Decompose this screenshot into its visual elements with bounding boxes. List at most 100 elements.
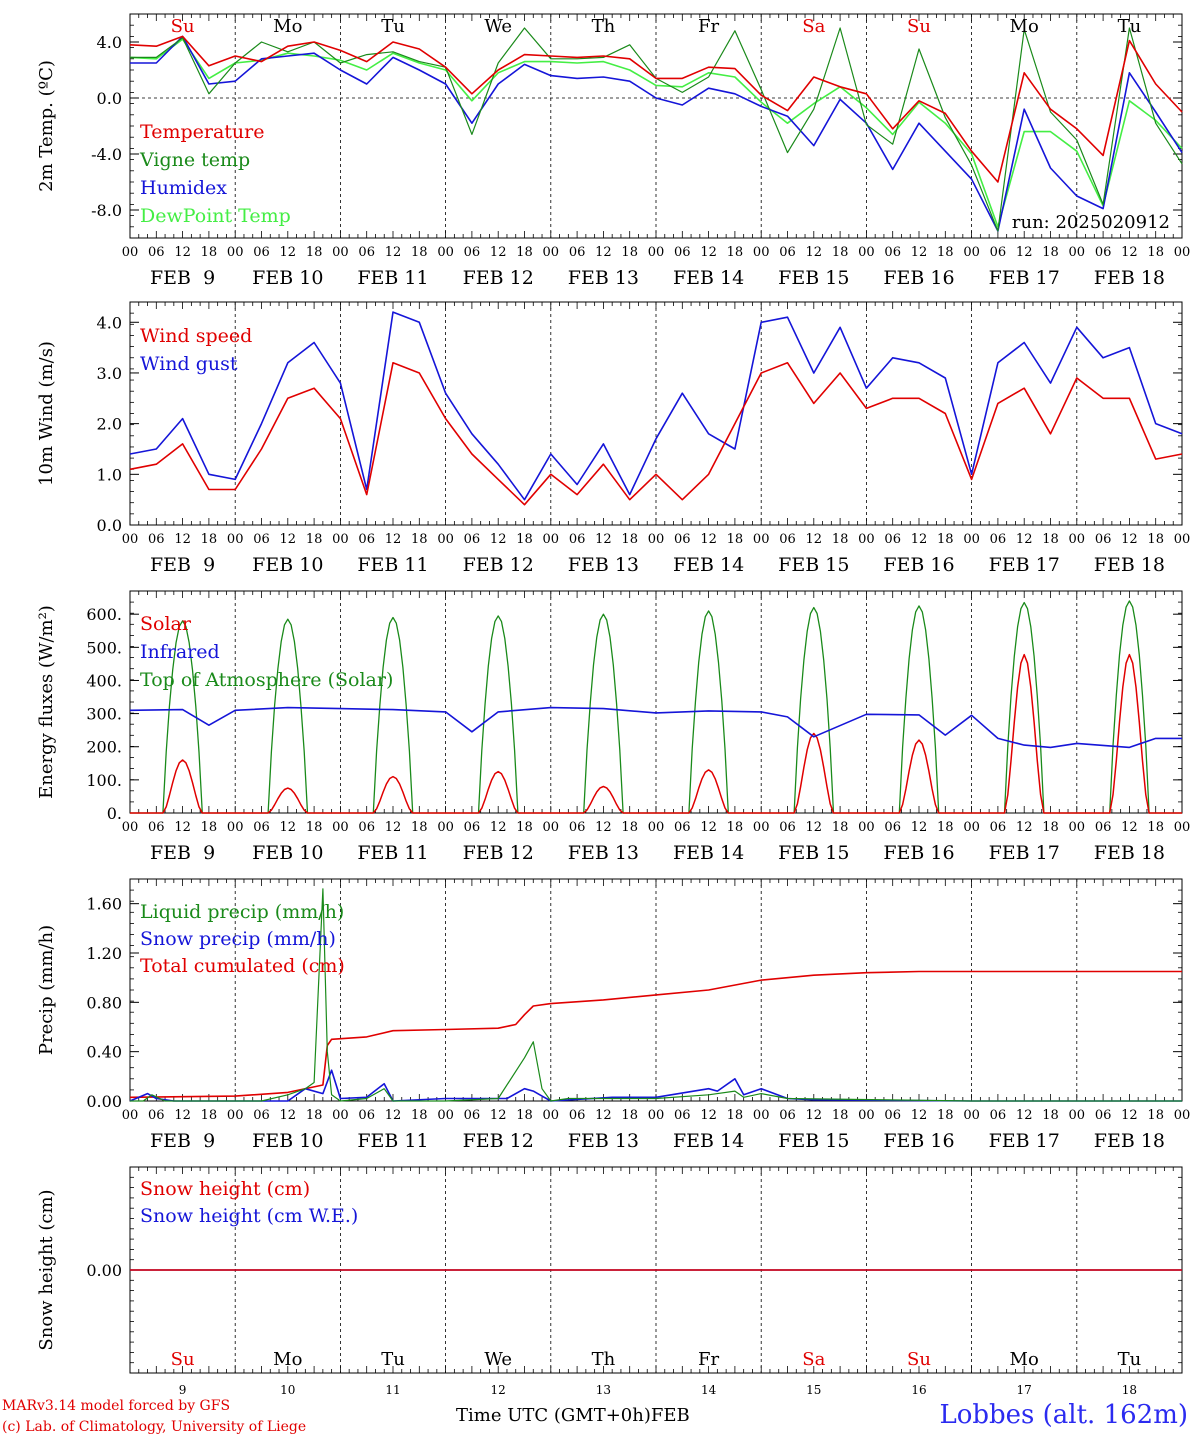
hour-tick-label: 00 <box>332 245 349 260</box>
hour-tick-label: 12 <box>911 820 928 835</box>
date-label: FEB 16 <box>883 842 954 864</box>
hour-tick-label: 18 <box>306 245 323 260</box>
hour-tick-label: 06 <box>779 820 796 835</box>
hour-tick-label: 12 <box>806 1108 823 1123</box>
date-label: FEB 14 <box>673 842 744 864</box>
date-label: FEB 12 <box>463 267 534 289</box>
day-number-label: 10 <box>280 1383 295 1397</box>
hour-tick-label: 18 <box>727 1108 744 1123</box>
liquid-precip-mm-h-line <box>130 888 1182 1102</box>
hour-tick-label: 00 <box>753 245 770 260</box>
hour-tick-label: 12 <box>700 245 717 260</box>
hour-tick-label: 18 <box>516 245 533 260</box>
hour-tick-label: 12 <box>174 245 191 260</box>
y-tick-label: 3.0 <box>97 364 122 383</box>
time-axis-label: Time UTC (GMT+0h) <box>456 1405 651 1426</box>
hour-tick-label: 06 <box>990 820 1007 835</box>
hour-tick-label: 12 <box>490 532 507 547</box>
infrared-line <box>129 706 1182 749</box>
hour-tick-label: 18 <box>937 1108 954 1123</box>
hour-tick-label: 18 <box>411 245 428 260</box>
lab-credit: (c) Lab. of Climatology, University of L… <box>2 1419 307 1435</box>
legend-entry: Liquid precip (mm/h) <box>140 901 344 923</box>
legend-entry: Wind speed <box>140 325 252 347</box>
hour-tick-label: 06 <box>464 245 481 260</box>
hour-tick-label: 00 <box>122 1108 139 1123</box>
hour-tick-label: 06 <box>148 245 165 260</box>
hour-tick-label: 18 <box>1042 245 1059 260</box>
date-label: FEB 13 <box>568 554 639 576</box>
hour-tick-label: 06 <box>358 245 375 260</box>
hour-tick-label: 00 <box>122 820 139 835</box>
hour-tick-label: 18 <box>1042 1108 1059 1123</box>
date-label: FEB 15 <box>778 842 849 864</box>
y-tick-label: 4.0 <box>97 33 122 52</box>
hour-tick-label: 06 <box>253 820 270 835</box>
weekday-label-bottom: Su <box>171 1349 195 1370</box>
legend-entry: Wind gust <box>140 353 238 375</box>
hour-tick-label: 06 <box>358 532 375 547</box>
legend-entry: Infrared <box>140 641 220 663</box>
hour-tick-label: 18 <box>937 245 954 260</box>
hour-tick-label: 12 <box>595 245 612 260</box>
hour-tick-label: 00 <box>1174 532 1191 547</box>
hour-tick-label: 12 <box>1016 820 1033 835</box>
legend-entry: Snow precip (mm/h) <box>140 928 336 950</box>
hour-tick-label: 06 <box>253 1108 270 1123</box>
hour-tick-label: 18 <box>727 532 744 547</box>
hour-tick-label: 18 <box>201 245 218 260</box>
wind-gust-line <box>129 311 1183 501</box>
hour-tick-label: 00 <box>332 820 349 835</box>
date-label: FEB 17 <box>989 554 1060 576</box>
weekday-label-top: Mo <box>273 16 302 37</box>
date-label: FEB 11 <box>357 267 428 289</box>
legend-entry: Vigne temp <box>139 149 250 171</box>
weekday-label-top: Mo <box>1010 16 1039 37</box>
hour-tick-label: 06 <box>779 1108 796 1123</box>
hour-tick-label: 00 <box>543 1108 560 1123</box>
hour-tick-label: 12 <box>1121 820 1138 835</box>
hour-tick-label: 18 <box>1147 532 1164 547</box>
hour-tick-label: 00 <box>1069 1108 1086 1123</box>
hour-tick-label: 00 <box>753 532 770 547</box>
y-tick-label: 1.0 <box>97 465 122 484</box>
hour-tick-label: 06 <box>148 820 165 835</box>
hour-tick-label: 00 <box>858 1108 875 1123</box>
hour-tick-label: 06 <box>990 1108 1007 1123</box>
day-number-label: 17 <box>1017 1383 1032 1397</box>
legend-entry: DewPoint Temp <box>140 205 291 227</box>
hour-tick-label: 00 <box>648 245 665 260</box>
y-axis-label: 2m Temp. (ºC) <box>36 60 57 192</box>
date-label: FEB 11 <box>357 1130 428 1152</box>
hour-tick-label: 00 <box>648 820 665 835</box>
date-label: FEB 11 <box>357 842 428 864</box>
hour-tick-label: 18 <box>516 1108 533 1123</box>
hour-tick-label: 00 <box>437 245 454 260</box>
weekday-label-bottom: Sa <box>802 1349 825 1370</box>
hour-tick-label: 12 <box>1016 532 1033 547</box>
weekday-label-top: Tu <box>1118 16 1142 37</box>
hour-tick-label: 06 <box>1095 820 1112 835</box>
hour-tick-label: 12 <box>490 245 507 260</box>
hour-tick-label: 18 <box>306 820 323 835</box>
weekday-label-bottom: We <box>484 1349 512 1370</box>
date-label: FEB 9 <box>150 1130 215 1152</box>
y-axis-label: 10m Wind (m/s) <box>36 341 57 486</box>
date-label: FEB 18 <box>1094 267 1165 289</box>
hour-tick-label: 12 <box>385 532 402 547</box>
day-number-label: 18 <box>1122 1383 1137 1397</box>
hour-tick-label: 06 <box>884 1108 901 1123</box>
hour-tick-label: 00 <box>1174 245 1191 260</box>
day-number-label: 11 <box>385 1383 400 1397</box>
hour-tick-label: 00 <box>963 532 980 547</box>
hour-tick-label: 00 <box>753 820 770 835</box>
hour-tick-label: 00 <box>437 532 454 547</box>
date-label: FEB 16 <box>883 267 954 289</box>
date-label: FEB 15 <box>778 1130 849 1152</box>
date-label: FEB 17 <box>989 842 1060 864</box>
hour-tick-label: 12 <box>490 820 507 835</box>
y-tick-label: 600. <box>86 605 122 624</box>
legend-entry: Humidex <box>140 177 227 199</box>
y-tick-label: 1.20 <box>86 944 122 963</box>
